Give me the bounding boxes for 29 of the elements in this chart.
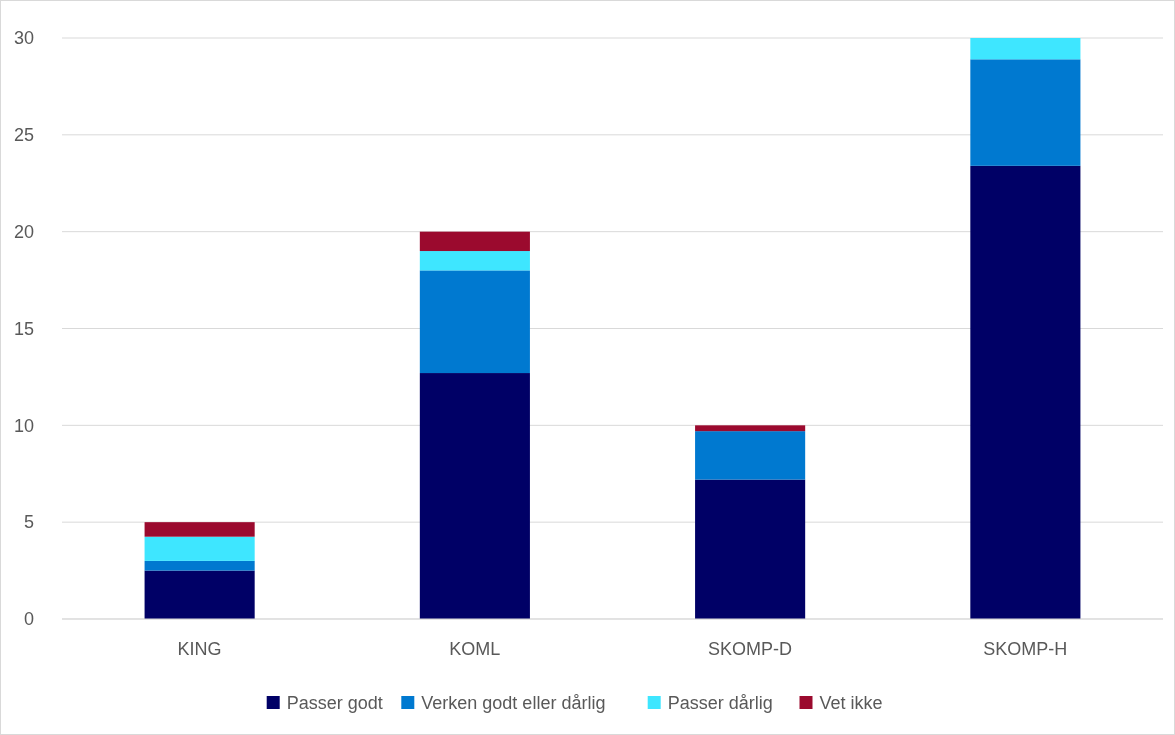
bar xyxy=(695,431,806,480)
y-tick-label: 25 xyxy=(13,125,34,146)
y-tick-label: 0 xyxy=(23,609,34,630)
y-tick-label: 30 xyxy=(13,28,34,49)
x-tick-label: KING xyxy=(177,639,222,659)
y-tick-label: 5 xyxy=(23,512,34,533)
x-tick-label: KOML xyxy=(449,639,501,659)
x-tick-label: SKOMP-D xyxy=(708,639,793,659)
legend-label: Vet ikke xyxy=(819,693,883,714)
legend-label: Passer godt xyxy=(286,693,383,714)
x-tick-label: SKOMP-H xyxy=(983,639,1068,659)
bar xyxy=(970,165,1081,619)
bar xyxy=(419,251,530,271)
bar xyxy=(144,570,255,619)
y-tick-label: 20 xyxy=(13,221,34,242)
bar xyxy=(695,479,806,619)
bar xyxy=(419,373,530,619)
legend-label: Passer dårlig xyxy=(667,693,773,714)
legend-label: Verken godt eller dårlig xyxy=(421,693,606,714)
bar xyxy=(695,425,806,432)
bar xyxy=(144,560,255,571)
bar xyxy=(970,59,1081,166)
bar xyxy=(144,522,255,537)
y-tick-label: 15 xyxy=(13,318,34,339)
bar xyxy=(419,270,530,374)
y-tick-label: 10 xyxy=(13,415,34,436)
bar xyxy=(419,231,530,252)
bar xyxy=(144,536,255,561)
bar xyxy=(970,38,1081,60)
